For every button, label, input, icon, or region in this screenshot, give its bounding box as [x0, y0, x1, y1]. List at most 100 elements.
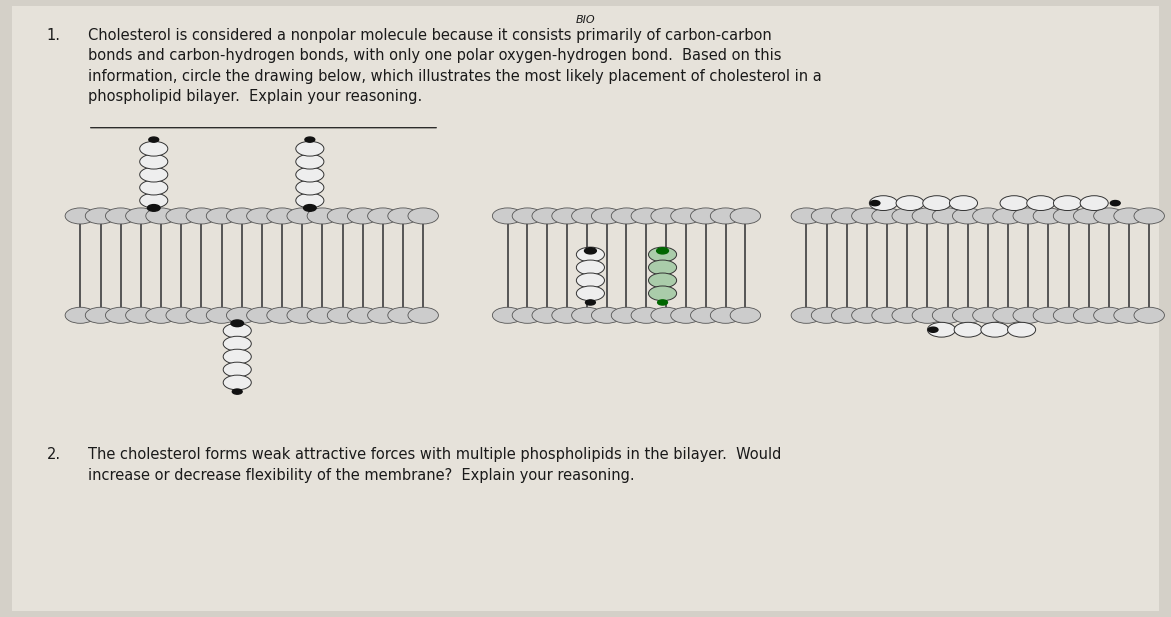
Circle shape	[812, 307, 842, 323]
Circle shape	[296, 154, 324, 169]
Text: 2.: 2.	[47, 447, 61, 462]
Circle shape	[552, 307, 582, 323]
Circle shape	[631, 208, 662, 224]
Circle shape	[871, 208, 902, 224]
Circle shape	[1054, 196, 1082, 210]
Circle shape	[631, 307, 662, 323]
Circle shape	[1054, 208, 1083, 224]
Circle shape	[149, 137, 158, 143]
Circle shape	[1110, 201, 1121, 205]
Circle shape	[831, 208, 862, 224]
Circle shape	[792, 307, 822, 323]
Circle shape	[492, 208, 522, 224]
Text: Cholesterol is considered a nonpolar molecule because it consists primarily of c: Cholesterol is considered a nonpolar mol…	[88, 28, 822, 104]
Circle shape	[368, 307, 398, 323]
Circle shape	[186, 208, 217, 224]
Circle shape	[576, 260, 604, 275]
Circle shape	[981, 322, 1009, 337]
Circle shape	[85, 307, 116, 323]
Circle shape	[576, 273, 604, 288]
Circle shape	[950, 196, 978, 210]
Circle shape	[591, 307, 622, 323]
Circle shape	[532, 307, 562, 323]
Circle shape	[611, 208, 642, 224]
Circle shape	[711, 208, 741, 224]
Circle shape	[388, 307, 418, 323]
Circle shape	[1054, 307, 1083, 323]
Circle shape	[1033, 208, 1063, 224]
Circle shape	[792, 208, 822, 224]
Circle shape	[66, 208, 96, 224]
Circle shape	[105, 307, 136, 323]
Circle shape	[512, 307, 542, 323]
Circle shape	[1033, 307, 1063, 323]
Text: The cholesterol forms weak attractive forces with multiple phospholipids in the : The cholesterol forms weak attractive fo…	[88, 447, 781, 483]
Circle shape	[611, 307, 642, 323]
Circle shape	[658, 300, 667, 305]
Circle shape	[657, 247, 669, 254]
Circle shape	[651, 208, 682, 224]
Circle shape	[711, 307, 741, 323]
Circle shape	[892, 208, 923, 224]
Circle shape	[1027, 196, 1055, 210]
Circle shape	[576, 286, 604, 301]
Circle shape	[586, 300, 595, 305]
Circle shape	[166, 208, 197, 224]
Circle shape	[125, 208, 156, 224]
Text: 1.: 1.	[47, 28, 61, 43]
Circle shape	[226, 208, 256, 224]
Circle shape	[927, 322, 956, 337]
Circle shape	[1134, 208, 1164, 224]
Circle shape	[139, 180, 167, 195]
Circle shape	[851, 307, 882, 323]
Circle shape	[206, 208, 237, 224]
Circle shape	[1114, 208, 1144, 224]
Circle shape	[105, 208, 136, 224]
Circle shape	[584, 247, 596, 254]
Circle shape	[912, 307, 943, 323]
Circle shape	[348, 307, 378, 323]
Circle shape	[224, 349, 252, 364]
Circle shape	[296, 141, 324, 156]
Circle shape	[206, 307, 237, 323]
Circle shape	[532, 208, 562, 224]
Circle shape	[649, 273, 677, 288]
Circle shape	[932, 307, 963, 323]
Circle shape	[954, 322, 982, 337]
Circle shape	[1080, 196, 1108, 210]
Circle shape	[267, 307, 297, 323]
Circle shape	[929, 327, 938, 333]
Circle shape	[831, 307, 862, 323]
Circle shape	[512, 208, 542, 224]
Circle shape	[993, 208, 1023, 224]
Circle shape	[139, 141, 167, 156]
Circle shape	[148, 205, 160, 211]
Circle shape	[1013, 307, 1043, 323]
Circle shape	[296, 167, 324, 182]
Circle shape	[923, 196, 951, 210]
Circle shape	[388, 208, 418, 224]
Circle shape	[166, 307, 197, 323]
Circle shape	[224, 362, 252, 377]
Circle shape	[231, 320, 244, 326]
Circle shape	[649, 247, 677, 262]
Circle shape	[296, 180, 324, 195]
Circle shape	[993, 307, 1023, 323]
Circle shape	[327, 208, 358, 224]
Circle shape	[226, 307, 256, 323]
Circle shape	[186, 307, 217, 323]
Circle shape	[492, 307, 522, 323]
Circle shape	[1074, 208, 1104, 224]
Circle shape	[731, 307, 761, 323]
Circle shape	[591, 208, 622, 224]
Circle shape	[691, 208, 721, 224]
Circle shape	[85, 208, 116, 224]
Circle shape	[224, 375, 252, 390]
Circle shape	[892, 307, 923, 323]
Circle shape	[304, 137, 315, 143]
Circle shape	[1013, 208, 1043, 224]
Circle shape	[671, 208, 701, 224]
Circle shape	[952, 208, 982, 224]
Circle shape	[1134, 307, 1164, 323]
Circle shape	[368, 208, 398, 224]
